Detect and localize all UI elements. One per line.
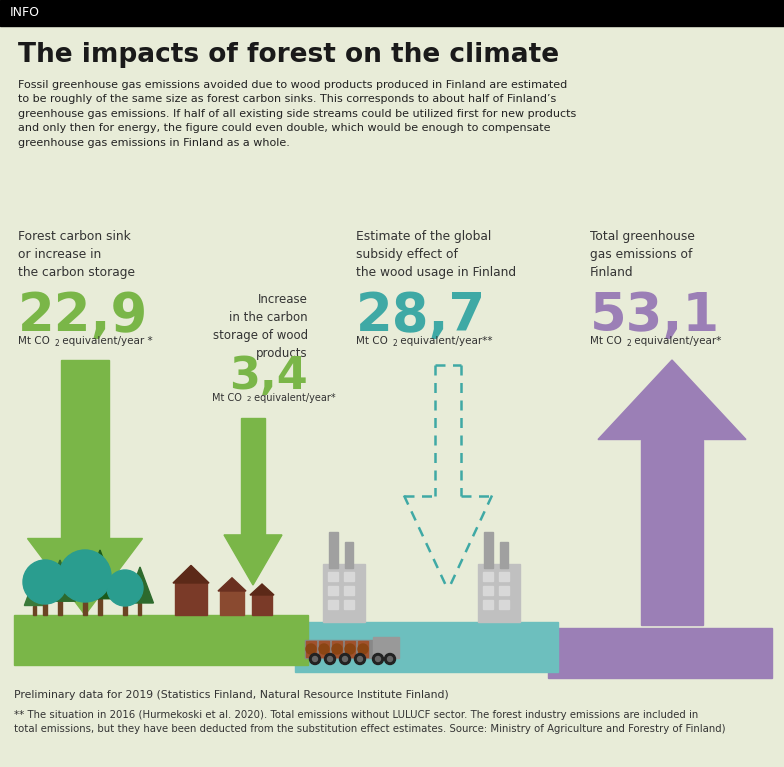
Bar	[34, 605, 37, 615]
Circle shape	[310, 653, 321, 664]
Text: Mt CO: Mt CO	[18, 336, 50, 346]
Bar	[61, 360, 109, 538]
Circle shape	[358, 657, 362, 661]
Bar	[344, 572, 354, 581]
Circle shape	[387, 657, 393, 661]
Bar	[328, 600, 338, 609]
Bar	[499, 572, 509, 581]
Polygon shape	[173, 565, 209, 583]
Circle shape	[339, 653, 350, 664]
Circle shape	[332, 644, 342, 654]
Bar	[358, 641, 368, 657]
Text: Forest carbon sink
or increase in
the carbon storage: Forest carbon sink or increase in the ca…	[18, 230, 135, 279]
Bar	[500, 542, 508, 568]
Circle shape	[384, 653, 395, 664]
Text: 53,1: 53,1	[590, 290, 720, 342]
Text: Fossil greenhouse gas emissions avoided due to wood products produced in Finland: Fossil greenhouse gas emissions avoided …	[18, 80, 576, 147]
Text: 2: 2	[55, 339, 60, 348]
Bar	[344, 586, 354, 595]
Polygon shape	[27, 538, 143, 615]
Circle shape	[372, 653, 383, 664]
Circle shape	[313, 657, 318, 661]
Bar	[241, 418, 265, 535]
Bar	[58, 601, 62, 615]
Polygon shape	[82, 550, 118, 599]
Polygon shape	[250, 584, 274, 595]
Circle shape	[376, 657, 380, 661]
Text: 3,4: 3,4	[229, 355, 308, 398]
Bar	[83, 602, 87, 615]
Bar	[345, 542, 353, 568]
Text: Preliminary data for 2019 (Statistics Finland, Natural Resource Institute Finlan: Preliminary data for 2019 (Statistics Fi…	[14, 690, 448, 700]
Bar	[373, 637, 399, 658]
Text: 2: 2	[247, 396, 252, 402]
Bar	[0, 0, 784, 26]
Bar	[323, 564, 365, 622]
Circle shape	[306, 644, 316, 654]
Circle shape	[343, 657, 347, 661]
Polygon shape	[598, 360, 746, 439]
Polygon shape	[548, 628, 772, 678]
Bar	[175, 583, 207, 615]
Text: equivalent/year**: equivalent/year**	[397, 336, 492, 346]
Bar	[345, 641, 355, 657]
Text: Mt CO: Mt CO	[356, 336, 388, 346]
Bar	[478, 564, 520, 622]
Text: 2: 2	[627, 339, 632, 348]
Text: 22,9: 22,9	[18, 290, 148, 342]
Text: INFO: INFO	[10, 6, 40, 19]
Polygon shape	[45, 560, 75, 601]
Bar	[305, 640, 373, 658]
Text: Total greenhouse
gas emissions of
Finland: Total greenhouse gas emissions of Finlan…	[590, 230, 695, 279]
Text: 28,7: 28,7	[356, 290, 486, 342]
Text: equivalent/year*: equivalent/year*	[251, 393, 336, 403]
Polygon shape	[224, 535, 282, 585]
Text: ** The situation in 2016 (Hurmekoski et al. 2020). Total emissions without LULUC: ** The situation in 2016 (Hurmekoski et …	[14, 710, 726, 734]
Circle shape	[107, 570, 143, 606]
Bar	[332, 641, 342, 657]
Text: 2: 2	[393, 339, 397, 348]
Text: equivalent/year *: equivalent/year *	[59, 336, 153, 346]
Bar	[499, 586, 509, 595]
Bar	[484, 532, 493, 568]
Polygon shape	[295, 622, 558, 672]
Bar	[319, 641, 329, 657]
Circle shape	[345, 644, 355, 654]
Circle shape	[319, 644, 329, 654]
Polygon shape	[126, 567, 154, 603]
Circle shape	[358, 644, 368, 654]
Bar	[139, 603, 141, 615]
Bar	[641, 439, 703, 625]
Polygon shape	[218, 578, 246, 591]
Text: Mt CO: Mt CO	[590, 336, 622, 346]
Text: Mt CO: Mt CO	[212, 393, 242, 403]
Circle shape	[59, 550, 111, 602]
Circle shape	[328, 657, 332, 661]
Bar	[43, 604, 47, 615]
Bar	[220, 591, 244, 615]
Bar	[328, 572, 338, 581]
Circle shape	[354, 653, 365, 664]
Bar	[483, 572, 493, 581]
Bar	[328, 586, 338, 595]
Bar	[123, 606, 127, 615]
Bar	[329, 532, 338, 568]
Bar	[306, 641, 316, 657]
Circle shape	[325, 653, 336, 664]
Bar	[483, 586, 493, 595]
Bar	[98, 599, 102, 615]
Polygon shape	[24, 577, 45, 605]
Text: Increase
in the carbon
storage of wood
products: Increase in the carbon storage of wood p…	[213, 293, 308, 360]
Text: equivalent/year*: equivalent/year*	[631, 336, 721, 346]
Bar	[499, 600, 509, 609]
Bar	[344, 600, 354, 609]
Bar	[252, 595, 272, 615]
Circle shape	[23, 560, 67, 604]
Polygon shape	[14, 615, 308, 665]
Bar	[483, 600, 493, 609]
Text: The impacts of forest on the climate: The impacts of forest on the climate	[18, 42, 559, 68]
Text: Estimate of the global
subsidy effect of
the wood usage in Finland: Estimate of the global subsidy effect of…	[356, 230, 516, 279]
